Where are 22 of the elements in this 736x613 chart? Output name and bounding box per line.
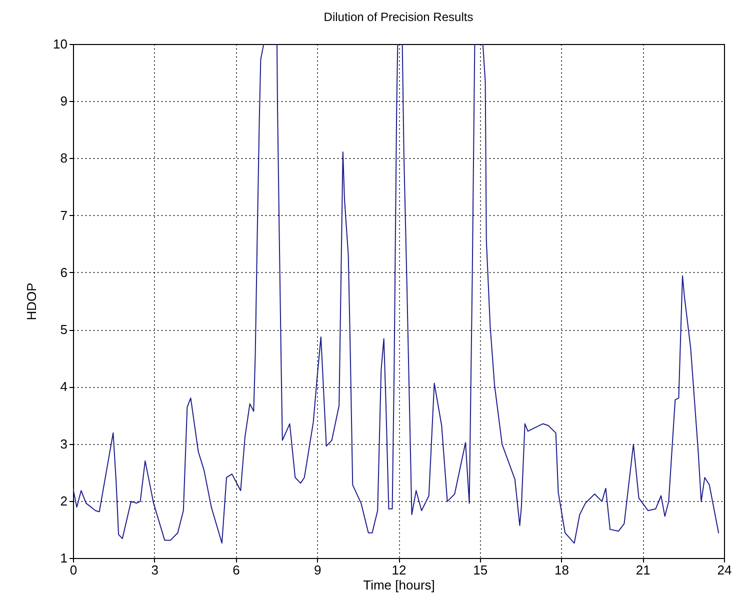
y-tick-label: 8 [60, 150, 68, 166]
chart-title: Dilution of Precision Results [324, 10, 474, 24]
x-tick-label: 9 [314, 562, 322, 578]
x-tick-label: 6 [232, 562, 240, 578]
y-tick-label: 5 [60, 322, 68, 338]
y-tick-label: 6 [60, 264, 68, 280]
x-tick-label: 21 [636, 562, 650, 578]
y-tick-label: 9 [60, 94, 68, 109]
y-tick-label: 2 [60, 493, 68, 508]
y-tick-label: 7 [60, 208, 68, 223]
y-tick-label: 4 [60, 379, 68, 394]
x-tick-label: 12 [392, 562, 406, 578]
y-axis-title: HDOP [24, 282, 40, 320]
x-tick-label: 18 [554, 562, 569, 578]
x-axis-title: Time [hours] [363, 578, 435, 592]
y-tick-label: 10 [53, 36, 68, 52]
x-tick-label: 3 [151, 562, 158, 578]
x-tick-label: 0 [70, 562, 78, 578]
x-tick-label: 24 [717, 562, 732, 578]
y-tick-label: 1 [60, 550, 68, 566]
x-tick-label: 15 [473, 562, 488, 578]
y-tick-label: 3 [60, 436, 68, 452]
